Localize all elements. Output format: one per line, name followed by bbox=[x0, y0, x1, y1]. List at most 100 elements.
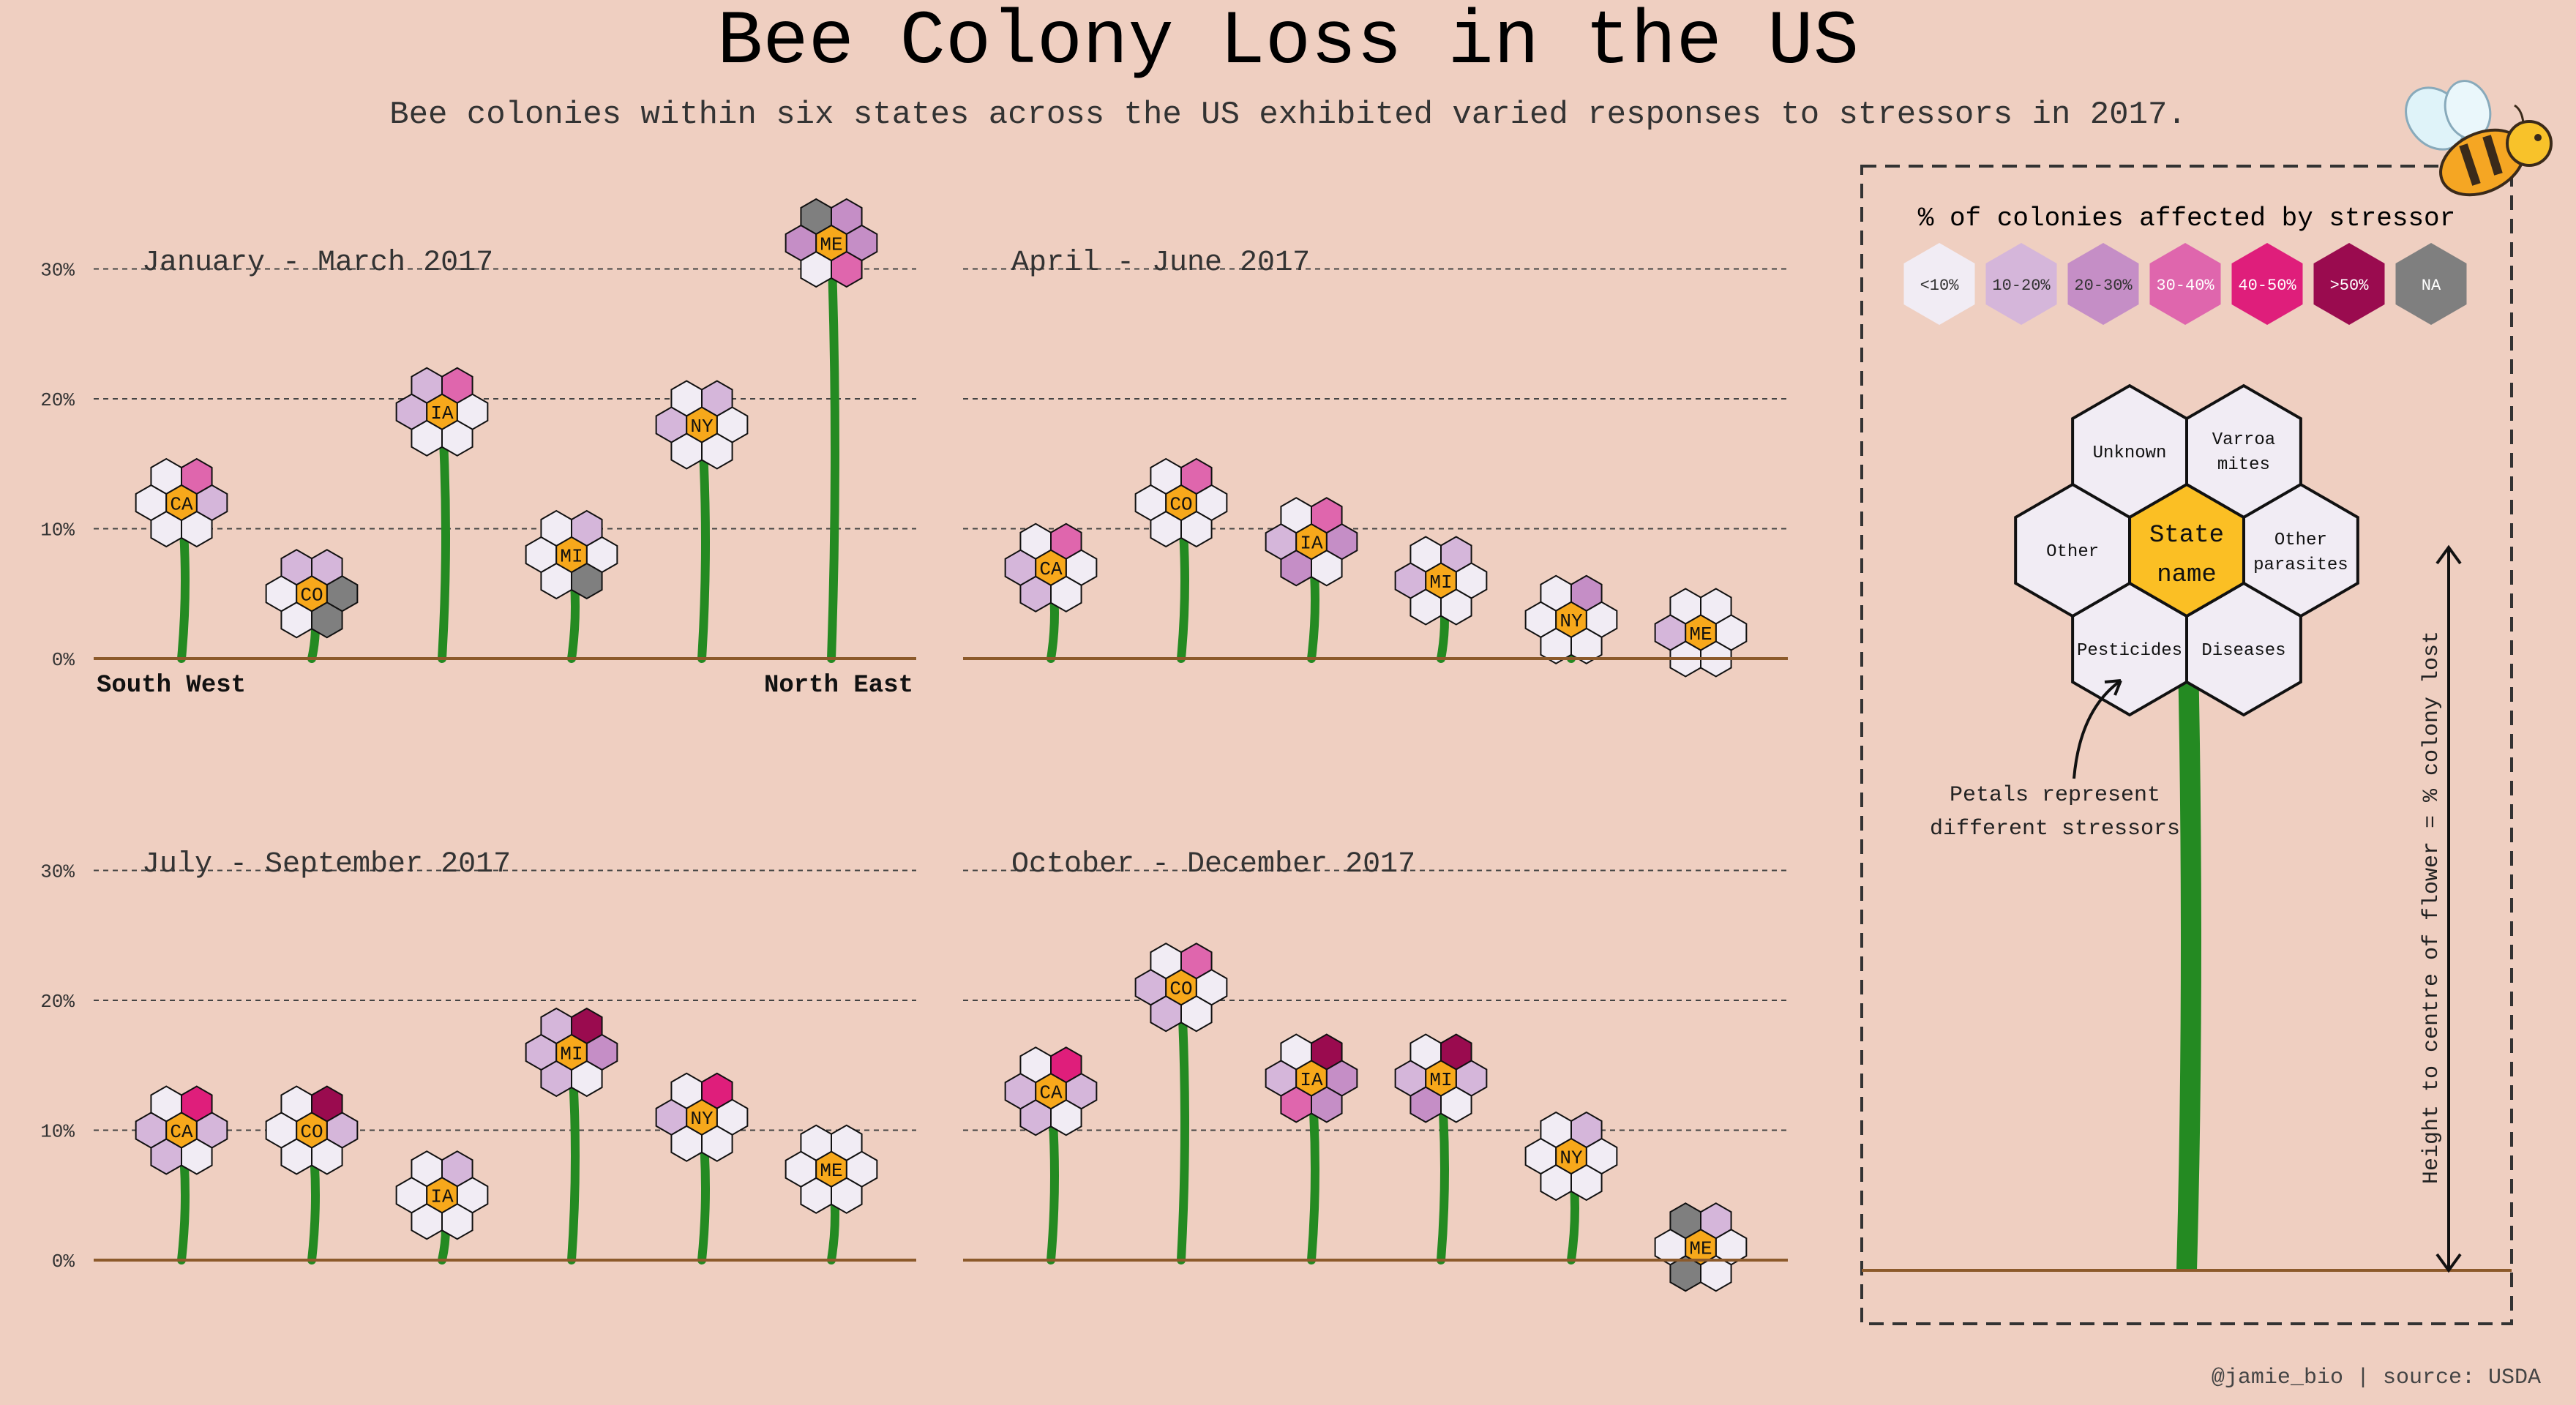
flower-label: NY bbox=[1560, 610, 1583, 632]
legend-bin: >50% bbox=[2313, 243, 2385, 325]
flower-ny: NY bbox=[1524, 1111, 1618, 1264]
panel-title: July - September 2017 bbox=[142, 848, 511, 881]
y-tick-label: 30% bbox=[40, 260, 75, 282]
flower-center bbox=[1295, 523, 1328, 561]
flower-me: ME bbox=[785, 1124, 878, 1264]
flower-mi: MI bbox=[1394, 1033, 1488, 1264]
legend-bin-label: >50% bbox=[2330, 277, 2370, 295]
flower-label: MI bbox=[560, 545, 583, 567]
flower-ca: CA bbox=[1004, 1046, 1098, 1264]
flower-center bbox=[1425, 1060, 1457, 1097]
y-tick-label: 0% bbox=[52, 1251, 75, 1273]
y-tick-label: 30% bbox=[40, 861, 75, 883]
panel-2: April - June 2017 CA CO IA MI NY ME bbox=[963, 247, 1788, 678]
legend-bin: 30-40% bbox=[2149, 243, 2221, 325]
legend-bin-hex bbox=[2395, 243, 2467, 325]
legend-box: % of colonies affected by stressor <10% 1… bbox=[1860, 165, 2513, 1325]
legend-bin-hex bbox=[2231, 243, 2303, 325]
stem bbox=[1177, 983, 1189, 1264]
chart-subtitle: Bee colonies within six states across th… bbox=[389, 97, 2187, 133]
panel-1: 0% 10% 20% 30% January - March 2017 CA CO IA MI N… bbox=[40, 198, 916, 700]
flower-label: ME bbox=[820, 1160, 842, 1182]
region-label-right: North East bbox=[764, 672, 913, 700]
legend-bin: 10-20% bbox=[1985, 243, 2057, 325]
legend-center-label: name bbox=[2157, 561, 2217, 589]
flower-co: CO bbox=[265, 1085, 359, 1264]
flower-label: ME bbox=[1689, 1238, 1712, 1260]
flower-ia: IA bbox=[1265, 497, 1358, 663]
y-tick-label: 10% bbox=[40, 520, 75, 542]
flower-label: NY bbox=[690, 1108, 714, 1130]
y-tick-label: 20% bbox=[40, 389, 75, 411]
flower-me: ME bbox=[1654, 1202, 1748, 1292]
legend-bin: 20-30% bbox=[2067, 243, 2139, 325]
legend-title: % of colonies affected by stressor bbox=[1918, 203, 2456, 233]
flower-label: IA bbox=[1300, 1069, 1323, 1091]
flower-ny: NY bbox=[655, 1072, 749, 1264]
flower-label: CO bbox=[1169, 493, 1192, 515]
flower-ny: NY bbox=[1524, 574, 1618, 664]
flower-center bbox=[815, 1150, 847, 1188]
flower-center bbox=[165, 1112, 198, 1149]
chart-title: Bee Colony Loss in the US bbox=[717, 0, 1859, 86]
flower-label: MI bbox=[1429, 1069, 1452, 1091]
flower-label: NY bbox=[690, 416, 714, 438]
legend-bin-hex bbox=[2149, 243, 2221, 325]
panel-title: January - March 2017 bbox=[142, 247, 493, 280]
legend-bin-label: 10-20% bbox=[1992, 277, 2051, 295]
legend-bins: <10% 10-20% 20-30% 30-40% 40-50% >50% NA bbox=[1903, 243, 2467, 325]
flower-label: CA bbox=[170, 493, 193, 515]
flower-mi: MI bbox=[525, 509, 618, 663]
flower-center bbox=[165, 484, 198, 522]
bee-head bbox=[2506, 120, 2553, 167]
flower-center bbox=[1555, 601, 1587, 638]
legend-bin-label: 30-40% bbox=[2156, 277, 2214, 295]
legend-bin-label: NA bbox=[2422, 277, 2441, 295]
petal-label-other: Other bbox=[2046, 542, 2099, 562]
flower-co: CO bbox=[265, 549, 359, 663]
flower-center bbox=[1165, 484, 1197, 522]
petal-label-diseases: Diseases bbox=[2201, 641, 2285, 661]
flower-label: CO bbox=[300, 585, 323, 607]
flower-label: NY bbox=[1560, 1147, 1583, 1169]
flower-mi: MI bbox=[525, 1007, 618, 1264]
flower-center bbox=[1165, 969, 1197, 1006]
flower-label: IA bbox=[1300, 533, 1323, 555]
flower-label: IA bbox=[430, 1186, 454, 1208]
flower-label: ME bbox=[1689, 623, 1712, 645]
petal-label-other-parasites: parasites bbox=[2253, 555, 2348, 575]
flower-ia: IA bbox=[1265, 1033, 1358, 1264]
stem bbox=[827, 239, 839, 663]
footer-credit: @jamie_bio | source: USDA bbox=[2212, 1365, 2541, 1390]
flower-co: CO bbox=[1134, 457, 1228, 663]
bee-antenna bbox=[2514, 104, 2525, 124]
legend-stem bbox=[2176, 593, 2201, 1271]
flower-center bbox=[1035, 1073, 1067, 1110]
y-tick-label: 10% bbox=[40, 1121, 75, 1143]
flower-label: MI bbox=[1429, 572, 1452, 593]
flower-label: CO bbox=[300, 1121, 323, 1143]
bee-eye bbox=[2534, 134, 2542, 141]
flower-center bbox=[555, 1033, 588, 1071]
petal-label-unknown: Unknown bbox=[2093, 443, 2167, 463]
panel-4: October - December 2017 CA CO IA MI NY ME bbox=[963, 848, 1788, 1292]
bee-stripe bbox=[2459, 143, 2481, 186]
flower-center bbox=[426, 1177, 458, 1214]
legend-bin-label: 20-30% bbox=[2074, 277, 2133, 295]
flower-center bbox=[426, 393, 458, 430]
flower-ca: CA bbox=[135, 457, 228, 663]
flower-center bbox=[1425, 562, 1457, 599]
flower-ia: IA bbox=[395, 367, 489, 663]
bee-stripe bbox=[2482, 135, 2503, 176]
flower-center bbox=[1295, 1060, 1328, 1097]
height-arrow-heads bbox=[2435, 544, 2462, 1273]
flower-center bbox=[686, 1098, 718, 1136]
y-tick-label: 0% bbox=[52, 649, 75, 671]
legend-bin-label: <10% bbox=[1920, 277, 1960, 295]
flower-me: ME bbox=[1654, 588, 1748, 678]
petal-label-other-parasites: Other bbox=[2274, 531, 2327, 550]
flower-co: CO bbox=[1134, 943, 1228, 1264]
flower-center bbox=[1685, 614, 1717, 651]
flower-ca: CA bbox=[1004, 522, 1098, 663]
